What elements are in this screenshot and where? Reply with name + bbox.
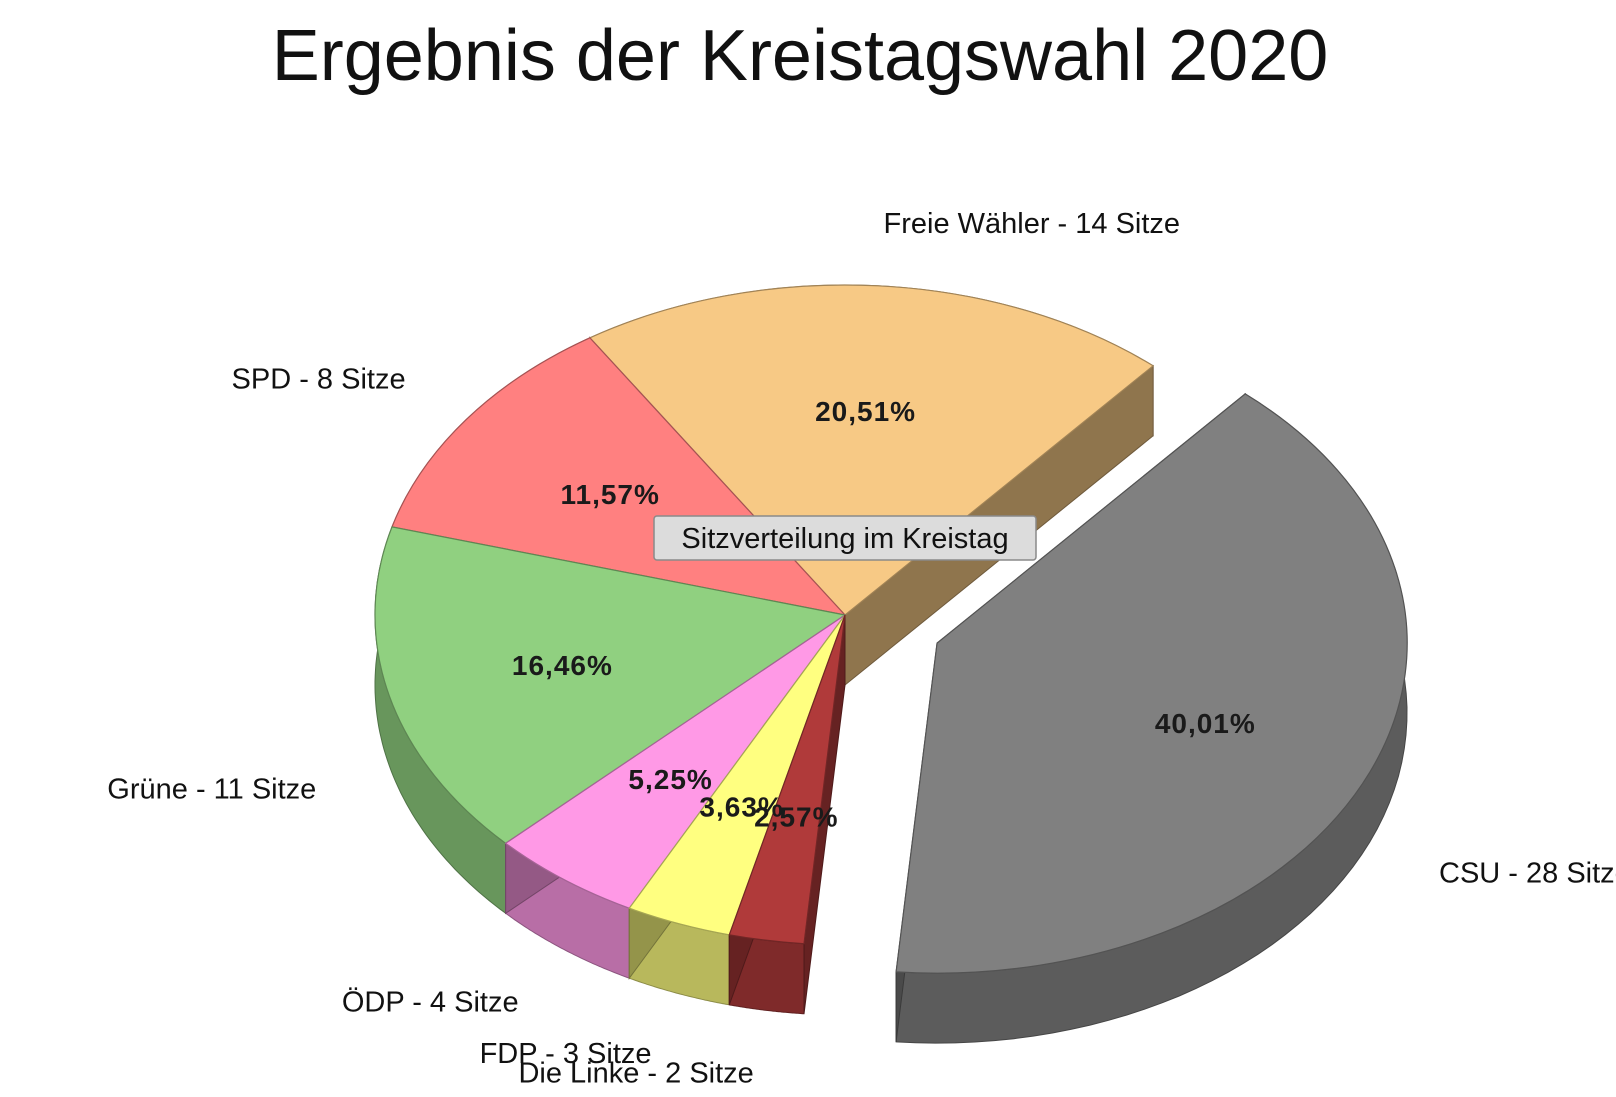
center-label: Sitzverteilung im Kreistag xyxy=(653,515,1037,561)
percent-label-die-linke: 2,57% xyxy=(754,802,838,833)
slice-die-linke xyxy=(728,614,846,945)
percent-label-freie-waehler: 20,51% xyxy=(815,396,916,427)
center-label-text: Sitzverteilung im Kreistag xyxy=(681,523,1008,555)
slice-label-fdp: FDP - 3 Sitze xyxy=(480,1038,652,1070)
slice-label-freie-waehler: Freie Wähler - 14 Sitze xyxy=(884,208,1181,240)
slice-oedp xyxy=(504,614,846,909)
slice-freie-waehler xyxy=(588,284,1155,616)
percent-labels: 40,01% 20,51% 11,57% 16,46% 5,25%3,63%2,57% xyxy=(512,396,1256,833)
slice-label-die-linke: Die Linke - 2 Sitze xyxy=(518,1057,753,1089)
percent-label-csu: 40,01% xyxy=(1155,708,1256,739)
percent-label-gruene: 16,46% xyxy=(512,650,613,681)
slice-label-gruene: Grüne - 11 Sitze xyxy=(107,774,316,806)
percent-label-fdp: 3,63% xyxy=(699,791,783,822)
slice-label-spd: SPD - 8 Sitze xyxy=(232,363,406,395)
slice-gruene xyxy=(374,526,847,845)
percent-label-spd: 11,57% xyxy=(560,479,659,510)
percent-label-oedp: 5,25% xyxy=(628,764,712,795)
slice-label-csu: CSU - 28 Sitze xyxy=(1439,858,1616,890)
chart-title: Ergebnis der Kreistagswahl 2020 xyxy=(272,16,1329,96)
center-label-box xyxy=(653,515,1037,561)
slice-labels: CSU - 28 Sitze Freie Wähler - 14 Sitze SPD… xyxy=(107,208,1616,1089)
slice-label-oedp: ÖDP - 4 Sitze xyxy=(342,987,519,1019)
slice-csu xyxy=(895,393,1408,974)
